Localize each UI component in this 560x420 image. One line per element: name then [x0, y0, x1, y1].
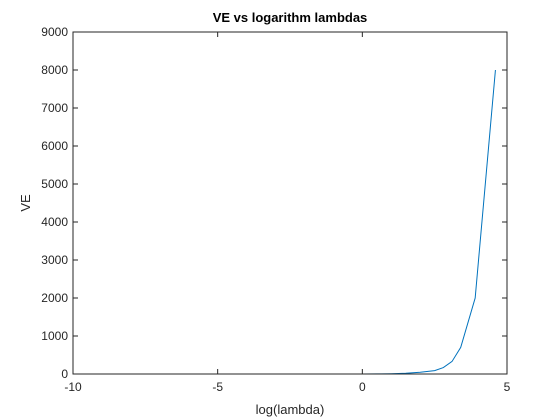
x-tick-label: 5 — [504, 380, 511, 394]
ticks-group: -10 -5 0 5 0 1000 2000 3000 4000 5000 6000 7000 8000… — [41, 25, 510, 394]
x-tick-label: 0 — [359, 380, 366, 394]
y-tick-label: 9000 — [41, 25, 68, 39]
y-tick-label: 5000 — [41, 177, 68, 191]
y-axis-label: VE — [18, 194, 33, 212]
y-tick-label: 6000 — [41, 139, 68, 153]
x-tick-label: -10 — [64, 380, 82, 394]
y-tick-label: 4000 — [41, 215, 68, 229]
chart-title: VE vs logarithm lambdas — [213, 10, 368, 25]
y-tick-label: 3000 — [41, 253, 68, 267]
x-tick-label: -5 — [212, 380, 223, 394]
y-tick-label: 1000 — [41, 329, 68, 343]
y-tick-label: 2000 — [41, 291, 68, 305]
y-tick-label: 7000 — [41, 101, 68, 115]
plot-area — [73, 32, 507, 374]
axes-box — [72, 31, 508, 375]
x-axis-label: log(lambda) — [256, 402, 325, 417]
y-tick-label: 8000 — [41, 63, 68, 77]
y-tick-label: 0 — [61, 367, 68, 381]
